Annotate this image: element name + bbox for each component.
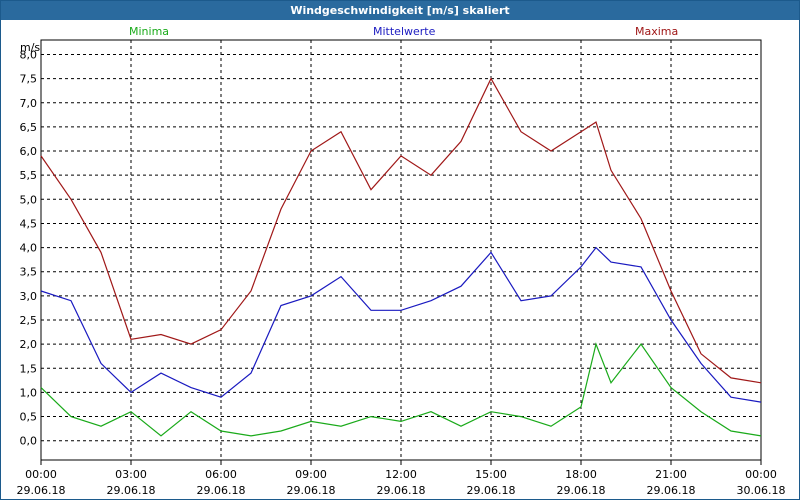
y-tick-label: 4,5 xyxy=(20,217,38,230)
x-tick-time: 09:00 xyxy=(295,468,327,481)
y-tick-label: 7,0 xyxy=(20,97,38,110)
y-axis-unit: m/s xyxy=(20,41,41,54)
x-tick-time: 00:00 xyxy=(745,468,777,481)
y-tick-label: 6,0 xyxy=(20,145,38,158)
x-tick-date: 29.06.18 xyxy=(467,484,516,497)
y-tick-labels: 0,0 0,5 1,0 1,5 2,0 2,5 3,0 3,5 4,0 4,5 5,0 5,5 6,0 6… xyxy=(20,48,38,447)
y-tick-label: 3,0 xyxy=(20,290,38,303)
y-tick-label: 5,0 xyxy=(20,193,38,206)
x-tick-time: 21:00 xyxy=(655,468,687,481)
x-tick-date: 29.06.18 xyxy=(557,484,606,497)
y-tick-label: 1,0 xyxy=(20,386,38,399)
x-tick-date: 29.06.18 xyxy=(647,484,696,497)
y-tick-label: 4,0 xyxy=(20,242,38,255)
x-tick-date: 29.06.18 xyxy=(377,484,426,497)
x-tick-time: 00:00 xyxy=(25,468,57,481)
x-tick-date: 30.06.18 xyxy=(737,484,786,497)
legend-minima: Minima xyxy=(129,25,170,38)
x-tick-time: 15:00 xyxy=(475,468,507,481)
x-tick-labels: 00:00 29.06.18 03:00 29.06.18 06:00 29.06.18 0… xyxy=(17,468,786,497)
y-tick-label: 2,5 xyxy=(20,314,38,327)
y-tick-label: 2,0 xyxy=(20,338,38,351)
x-tick-date: 29.06.18 xyxy=(107,484,156,497)
y-tick-label: 0,5 xyxy=(20,411,38,424)
series-line-minima xyxy=(40,342,762,437)
y-tick-label: 5,5 xyxy=(20,169,38,182)
series-line-maxima xyxy=(40,77,762,384)
x-tick-date: 29.06.18 xyxy=(287,484,336,497)
x-tick-time: 03:00 xyxy=(115,468,147,481)
y-tick-label: 6,5 xyxy=(20,121,38,134)
x-tick-time: 12:00 xyxy=(385,468,417,481)
series-lines xyxy=(40,77,762,437)
legend-mittelwerte: Mittelwerte xyxy=(373,25,436,38)
y-tick-label: 0,0 xyxy=(20,435,38,448)
legend-maxima: Maxima xyxy=(635,25,679,38)
x-tick-time: 18:00 xyxy=(565,468,597,481)
chart-title: Windgeschwindigkeit [m/s] skaliert xyxy=(1,1,799,20)
y-tick-label: 8,0 xyxy=(20,48,38,61)
grid-lines xyxy=(40,40,762,465)
y-tick-label: 1,5 xyxy=(20,362,38,375)
series-line-mittelwerte xyxy=(40,246,762,403)
y-tick-label: 3,5 xyxy=(20,266,38,279)
x-tick-date: 29.06.18 xyxy=(197,484,246,497)
y-tick-label: 7,5 xyxy=(20,73,38,86)
x-tick-time: 06:00 xyxy=(205,468,237,481)
x-tick-date: 29.06.18 xyxy=(17,484,66,497)
